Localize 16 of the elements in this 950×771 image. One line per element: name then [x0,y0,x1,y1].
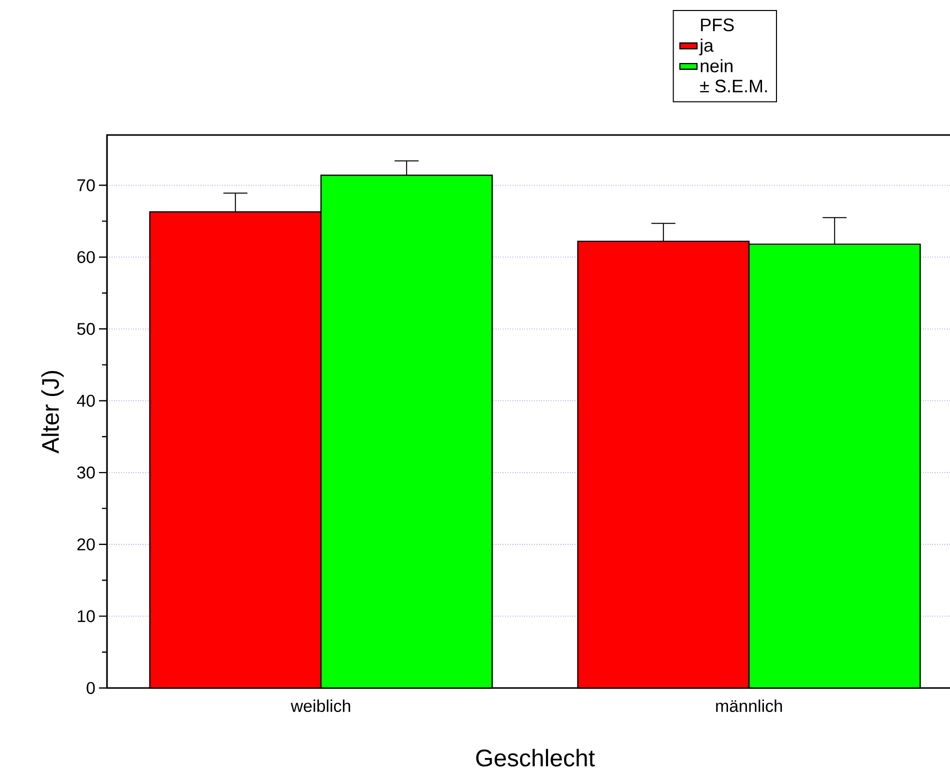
y-tick-label: 10 [78,610,95,622]
legend-title: PFS [701,18,734,32]
y-tick-label: 0 [86,682,95,694]
y-tick-label: 40 [76,394,95,407]
y-tick-label: 30 [77,466,95,479]
legend-label: ja [699,38,714,56]
x-tick-label: männlich [716,700,782,712]
y-tick-label: 50 [77,322,95,335]
text: ± S.E.M. [700,80,767,92]
y-tick-label: 70 [77,179,95,192]
x-tick-label: weiblich [290,700,350,712]
y-axis-title: Alter (J) [41,371,64,454]
x-axis-title: Geschlecht [476,748,595,767]
legend-label: nein [700,59,732,72]
y-tick-label: 60 [77,251,95,264]
y-tick-label: 20 [77,538,95,550]
